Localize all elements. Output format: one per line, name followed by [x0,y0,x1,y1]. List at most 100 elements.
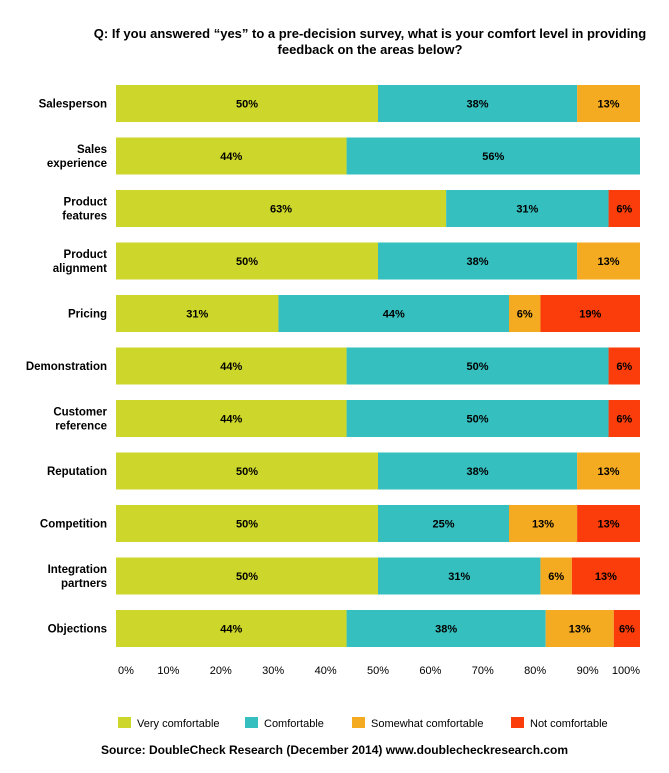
data-label: 6% [616,204,632,216]
data-label: 13% [595,571,617,583]
legend-swatch [511,717,524,728]
bar-segment [540,295,640,332]
data-label: 6% [517,309,533,321]
x-tick-label: 80% [524,665,546,677]
category-label: Integration [48,564,107,576]
bar-segment [378,557,541,595]
data-label: 50% [236,466,258,478]
category-label: Sales [77,144,107,156]
data-label: 13% [598,466,620,478]
bar-segment [608,400,640,437]
category-label: Reputation [47,466,107,478]
x-tick-label: 50% [367,665,389,677]
bar-segment [509,505,578,542]
bar-segment [116,85,378,122]
data-label: 6% [548,571,564,583]
data-label: 38% [467,466,489,478]
data-label: 44% [220,414,242,426]
data-label: 44% [220,361,242,373]
data-label: 50% [467,414,489,426]
bar-segment [378,85,578,122]
bar-segment [116,190,447,227]
data-label: 19% [579,309,601,321]
x-tick-label: 70% [472,665,494,677]
data-label: 44% [220,151,242,163]
bar-segment [346,400,609,437]
category-label: partners [61,578,107,590]
data-label: 13% [598,256,620,268]
data-label: 13% [569,624,591,636]
bar-segment [346,347,609,385]
bar-segment [608,190,640,227]
data-label: 6% [616,414,632,426]
bar-segment [116,242,378,280]
data-label: 13% [598,519,620,531]
data-label: 38% [467,256,489,268]
bar-segment [608,347,640,385]
data-label: 31% [186,309,208,321]
data-label: 25% [432,519,454,531]
bar-segment [577,505,640,542]
bar-segment [571,557,640,595]
chart-title-line-1: Q: If you answered “yes” to a pre-decisi… [93,26,647,41]
category-label: experience [47,158,107,170]
data-label: 6% [616,361,632,373]
bar-segment [577,452,640,490]
x-tick-label: 40% [315,665,337,677]
data-label: 63% [270,204,292,216]
bar-segment [540,557,572,595]
category-label: reference [55,421,107,433]
bar-segment [116,610,347,647]
category-label: Objections [48,624,107,636]
bar-segment [116,137,347,175]
legend-swatch [118,717,131,728]
category-label: alignment [53,263,107,275]
bar-segment [346,610,546,647]
bar-segment [446,190,609,227]
category-label: Demonstration [26,361,107,373]
bar-segment [116,347,347,385]
category-label: Product [64,197,108,209]
data-label: 6% [619,624,635,636]
bar-segment [509,295,541,332]
data-label: 56% [482,151,504,163]
bar-segment [346,137,640,175]
bar-segment [378,452,578,490]
legend-swatch [352,717,365,728]
legend-label: Comfortable [264,718,324,730]
category-label: features [62,211,107,223]
x-tick-label: 0% [118,665,134,677]
legend-label: Very comfortable [137,718,220,730]
data-label: 50% [467,361,489,373]
category-label: Pricing [68,309,107,321]
data-label: 38% [467,99,489,111]
data-label: 31% [448,571,470,583]
data-label: 50% [236,571,258,583]
chart-title-line-2: feedback on the areas below? [277,42,463,57]
x-tick-label: 10% [157,665,179,677]
data-label: 13% [598,99,620,111]
data-label: 38% [435,624,457,636]
bar-segment [116,295,279,332]
legend-label: Not comfortable [530,718,608,730]
bar-segment [378,242,578,280]
x-tick-label: 90% [577,665,599,677]
data-label: 13% [532,519,554,531]
x-tick-label: 60% [419,665,441,677]
data-label: 50% [236,519,258,531]
category-label: Salesperson [39,99,107,111]
bar-segment [378,505,509,542]
bar-segment [116,557,378,595]
legend-label: Somewhat comfortable [371,718,484,730]
legend-swatch [245,717,258,728]
source-note: Source: DoubleCheck Research (December 2… [100,743,569,757]
bar-segment [545,610,614,647]
data-label: 50% [236,256,258,268]
x-tick-label: 30% [262,665,284,677]
data-label: 44% [383,309,405,321]
bar-segment [116,400,347,437]
bar-segment [577,242,640,280]
category-label: Competition [40,519,107,531]
